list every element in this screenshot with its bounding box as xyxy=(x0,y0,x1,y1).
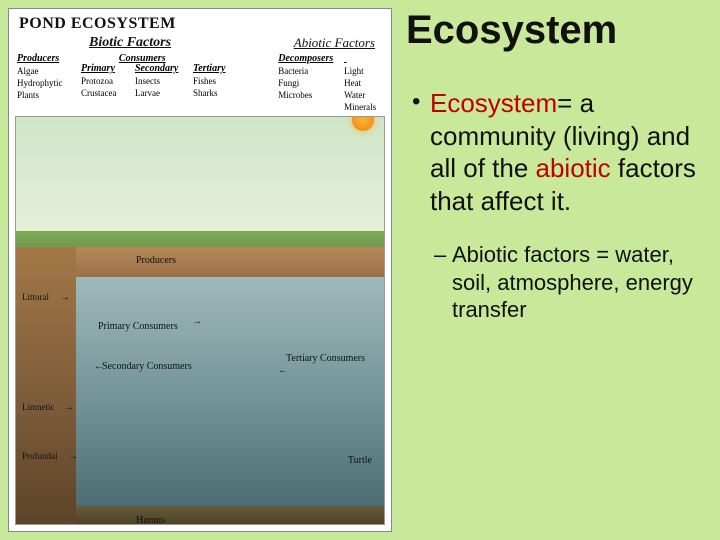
bullet-ecosystem-definition: Ecosystem= a community (living) and all … xyxy=(412,87,706,217)
label-profundal: Profundal xyxy=(22,451,58,461)
label-producers: Producers xyxy=(136,255,176,266)
abiotic-heading: Abiotic Factors xyxy=(294,35,375,51)
figure-title: POND ECOSYSTEM xyxy=(19,15,381,33)
pond-scene: Producers Littoral → Primary Consumers →… xyxy=(15,116,385,525)
slide-title: Ecosystem xyxy=(406,8,706,53)
col-head-producers: Producers xyxy=(17,53,68,64)
subbullet-abiotic-factors: Abiotic factors = water, soil, atmospher… xyxy=(434,241,706,324)
label-secondary-consumers: Secondary Consumers xyxy=(102,361,192,372)
term-abiotic: abiotic xyxy=(536,153,611,183)
col-head-decomposers: Decomposers xyxy=(278,53,340,64)
pond-ecosystem-figure: POND ECOSYSTEM Biotic Factors Abiotic Fa… xyxy=(0,0,400,540)
label-littoral: Littoral xyxy=(22,292,49,302)
biotic-heading: Biotic Factors xyxy=(89,35,171,51)
label-limnetic: Limnetic xyxy=(22,402,55,412)
label-primary-consumers: Primary Consumers xyxy=(98,321,178,332)
term-ecosystem: Ecosystem xyxy=(430,88,557,118)
label-humus: Humus xyxy=(136,515,165,525)
label-turtle: Turtle xyxy=(348,455,372,466)
factors-table: Producers Algae Hydrophytic Plants Consu… xyxy=(9,53,391,116)
text-content: Ecosystem Ecosystem= a community (living… xyxy=(400,0,720,540)
label-tertiary-consumers: Tertiary Consumers xyxy=(286,353,365,364)
